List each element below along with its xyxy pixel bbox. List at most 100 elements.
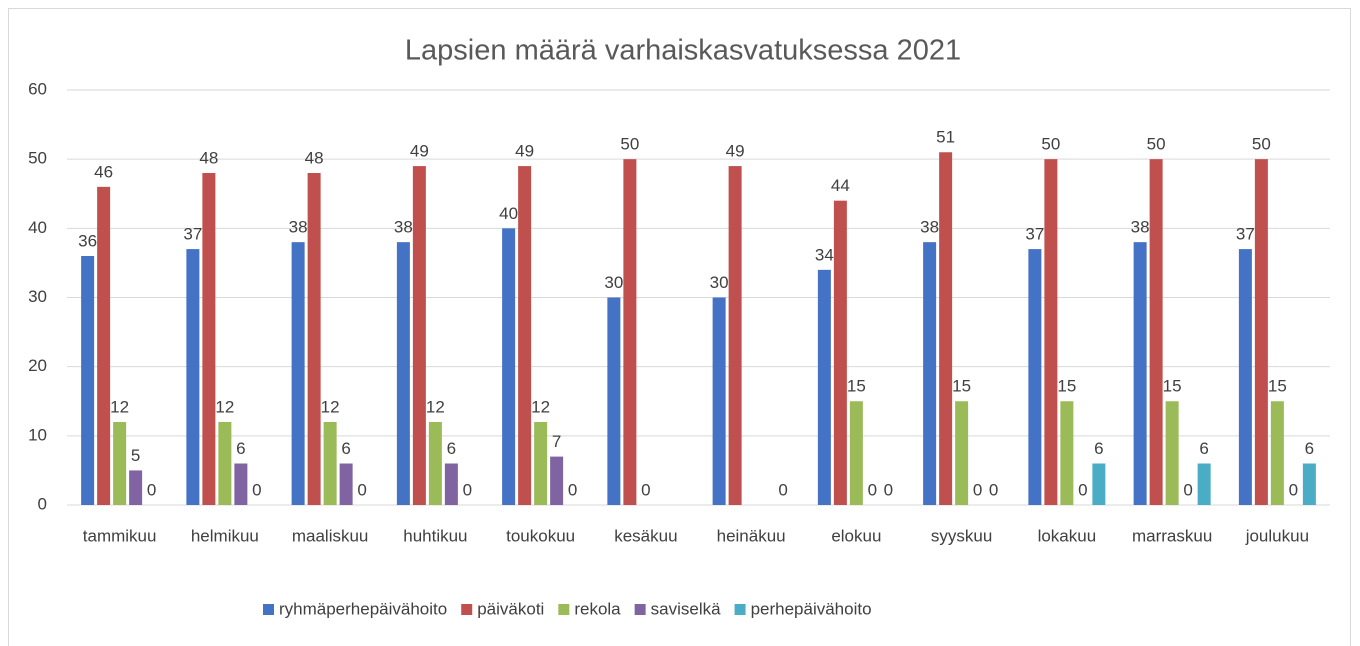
data-label: 34 — [815, 245, 834, 264]
bar — [1060, 401, 1074, 505]
bar — [234, 463, 248, 505]
data-label: 46 — [94, 162, 113, 181]
bar — [1302, 463, 1316, 505]
data-label: 7 — [552, 432, 561, 451]
data-label: 12 — [110, 397, 129, 416]
bar — [728, 166, 742, 506]
x-tick-label: syyskuu — [931, 526, 992, 545]
bar — [1028, 249, 1042, 505]
data-label: 15 — [952, 377, 971, 396]
data-label: 6 — [236, 439, 245, 458]
data-label: 12 — [531, 397, 550, 416]
legend-swatch — [461, 604, 473, 615]
data-label: 6 — [1199, 439, 1208, 458]
bar — [444, 463, 458, 505]
bar — [323, 422, 337, 505]
y-tick-label: 50 — [28, 149, 47, 168]
data-label: 44 — [831, 176, 850, 195]
data-label: 48 — [305, 148, 324, 167]
bar — [849, 401, 863, 505]
bar — [1044, 159, 1058, 505]
data-label: 50 — [620, 135, 639, 154]
bar — [113, 422, 127, 505]
data-label: 0 — [357, 480, 366, 499]
bar — [1149, 159, 1163, 505]
bar — [307, 173, 321, 505]
legend-label: rekola — [574, 599, 621, 618]
data-label: 0 — [463, 480, 472, 499]
bar — [1133, 242, 1147, 505]
legend-swatch — [634, 604, 646, 615]
y-tick-label: 30 — [28, 287, 47, 306]
bar — [833, 200, 847, 505]
data-label: 38 — [920, 218, 939, 237]
data-label: 12 — [321, 397, 340, 416]
bar — [607, 297, 621, 505]
data-label: 5 — [131, 446, 140, 465]
bar — [129, 470, 143, 505]
chart-title: Lapsien määrä varhaiskasvatuksessa 2021 — [405, 35, 961, 67]
x-tick-label: joulukuu — [1245, 526, 1309, 545]
data-label: 0 — [641, 480, 650, 499]
data-label: 15 — [1057, 377, 1076, 396]
x-tick-label: lokakuu — [1038, 526, 1097, 545]
y-tick-label: 40 — [28, 218, 47, 237]
bar — [939, 152, 953, 505]
bar — [623, 159, 637, 505]
y-tick-label: 60 — [28, 79, 47, 98]
bar — [550, 456, 564, 505]
bar — [412, 166, 426, 506]
data-label: 48 — [199, 148, 218, 167]
bar — [97, 186, 111, 506]
bar — [712, 297, 726, 505]
x-tick-label: maaliskuu — [292, 526, 369, 545]
data-label: 0 — [568, 480, 577, 499]
bar — [1165, 401, 1179, 505]
data-label: 15 — [1268, 377, 1287, 396]
data-label: 0 — [147, 480, 156, 499]
legend-swatch — [263, 604, 274, 615]
x-tick-label: kesäkuu — [614, 526, 677, 545]
data-label: 37 — [1025, 225, 1044, 244]
data-label: 0 — [1183, 480, 1192, 499]
bar — [1254, 159, 1268, 505]
legend-swatch — [558, 604, 570, 615]
data-label: 0 — [252, 480, 261, 499]
legend-label: perhepäivähoito — [751, 599, 872, 618]
data-label: 51 — [936, 128, 955, 147]
bar — [81, 256, 95, 505]
legend-label: ryhmäperhepäivähoito — [279, 599, 447, 618]
bar — [202, 173, 216, 505]
data-label: 38 — [1131, 218, 1150, 237]
y-tick-label: 20 — [28, 356, 47, 375]
bar — [1270, 401, 1284, 505]
data-label: 6 — [1094, 439, 1103, 458]
legend-label: saviselkä — [651, 599, 721, 618]
x-tick-label: toukokuu — [506, 526, 575, 545]
data-label: 30 — [604, 273, 623, 292]
bar — [339, 463, 353, 505]
x-tick-label: elokuu — [831, 526, 881, 545]
bar — [291, 242, 305, 505]
x-tick-label: marraskuu — [1132, 526, 1212, 545]
chart-border — [8, 8, 1351, 646]
data-label: 49 — [726, 142, 745, 161]
data-label: 12 — [426, 397, 445, 416]
data-label: 38 — [394, 218, 413, 237]
bar — [396, 242, 410, 505]
data-label: 0 — [884, 480, 893, 499]
x-tick-label: huhtikuu — [403, 526, 467, 545]
data-label: 50 — [1252, 135, 1271, 154]
data-label: 36 — [78, 231, 97, 250]
data-label: 0 — [868, 480, 877, 499]
y-tick-label: 10 — [28, 425, 47, 444]
bar — [955, 401, 969, 505]
bar — [923, 242, 937, 505]
bar — [186, 249, 200, 505]
x-tick-label: helmikuu — [191, 526, 259, 545]
data-label: 40 — [499, 204, 518, 223]
data-label: 0 — [973, 480, 982, 499]
x-tick-label: tammikuu — [83, 526, 157, 545]
data-label: 37 — [183, 225, 202, 244]
data-label: 15 — [1163, 377, 1182, 396]
